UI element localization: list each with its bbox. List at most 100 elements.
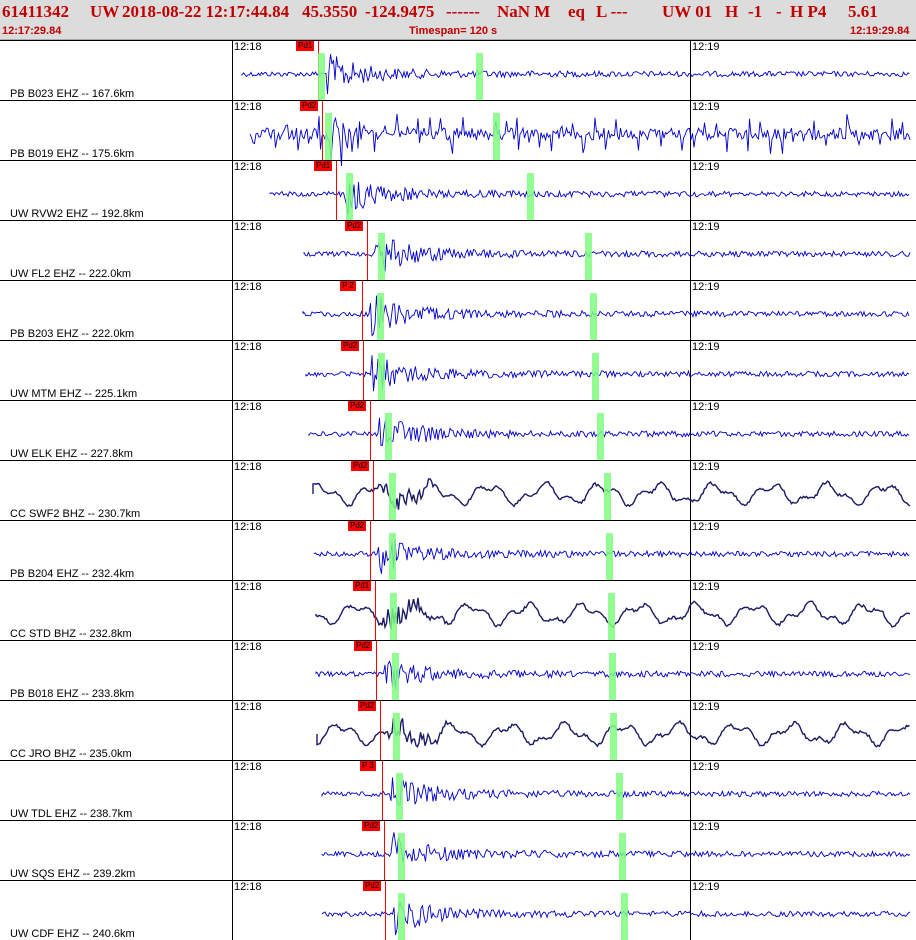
pick-label[interactable]: Pd1 [314,161,333,171]
trace-panel[interactable]: 12:18 12:19 Pd2 PB B019 EHZ -- 175.6km [0,100,916,167]
time-tick-line [690,41,691,100]
trace-panel[interactable]: 12:18 12:19 Pd2 UW MTM EHZ -- 225.1km [0,340,916,400]
waveform-path [249,114,911,167]
pick-marker-line[interactable] [382,761,383,820]
time-tick-label: 12:19 [692,461,720,473]
time-tick-line [690,281,691,340]
station-label: PB B203 EHZ -- 222.0km [10,328,135,340]
pick-marker-line[interactable] [376,641,377,700]
seismogram-waveform [269,181,910,216]
pick-marker-line[interactable] [370,401,371,460]
station-label: UW FL2 EHZ -- 222.0km [10,268,132,280]
station-label: CC JRO BHZ -- 235.0km [10,748,132,760]
station-label: UW MTM EHZ -- 225.1km [10,388,138,400]
event-header: 61411342 UW 2018-08-22 12:17:44.84 45.35… [0,0,916,40]
seismogram-waveform [249,114,911,167]
pick-label[interactable]: Pd2 [351,461,370,471]
trace-panel[interactable]: 12:18 12:19 Pd2 PB B018 EHZ -- 233.8km [0,640,916,700]
pick-marker-line[interactable] [362,281,363,340]
seismogram-waveform [313,539,910,574]
event-dash2: - [776,2,782,21]
station-label: PB B204 EHZ -- 232.4km [10,568,135,580]
pick-label[interactable]: Pd1 [296,41,315,51]
waveform-path [321,777,911,806]
time-tick-line [690,881,691,940]
pick-label[interactable]: Pd2 [362,821,381,831]
pick-marker-line[interactable] [384,821,385,880]
time-tick-line [690,821,691,880]
trace-panel[interactable]: 12:18 12:19 Pd1 PB B023 EHZ -- 167.6km [0,40,916,100]
trace-panel[interactable]: 12:18 12:19 Pd1 CC STD BHZ -- 232.8km [0,580,916,640]
pick-label[interactable]: Pd2 [341,341,360,351]
pick-marker-line[interactable] [318,41,319,100]
pick-marker-line[interactable] [373,461,374,520]
pick-label[interactable]: Pd2 [358,701,377,711]
pick-label[interactable]: P 2 [340,281,356,291]
time-tick-line [232,701,233,760]
pick-marker-line[interactable] [375,581,376,640]
time-tick-label: 12:18 [234,581,262,593]
time-tick-line [232,761,233,820]
time-tick-label: 12:18 [234,41,262,53]
waveform-path [269,181,910,216]
trace-panel[interactable]: 12:18 12:19 Pd2 UW CDF EHZ -- 240.6km [0,880,916,940]
seismogram-waveform [241,54,910,95]
waveform-path [316,717,910,749]
time-tick-line [232,641,233,700]
station-label: CC SWF2 BHZ -- 230.7km [10,508,141,520]
time-tick-label: 12:18 [234,161,262,173]
trace-panel[interactable]: 12:18 12:19 Pd2 UW FL2 EHZ -- 222.0km [0,220,916,280]
time-tick-label: 12:18 [234,701,262,713]
station-label: UW TDL EHZ -- 238.7km [10,808,133,820]
pick-label[interactable]: P 3 [360,761,376,771]
trace-panel[interactable]: 12:18 12:19 P 3 UW TDL EHZ -- 238.7km [0,760,916,820]
time-tick-line [690,641,691,700]
time-tick-line [690,101,691,160]
time-tick-label: 12:19 [692,521,720,533]
waveform-path [321,832,911,863]
trace-panel[interactable]: 12:18 12:19 P 2 PB B203 EHZ -- 222.0km [0,280,916,340]
pick-label[interactable]: Pd2 [345,221,364,231]
event-n1: -1 [748,2,763,21]
pick-label[interactable]: Pd1 [353,581,372,591]
event-gtype: L --- [596,2,628,21]
pick-marker-line[interactable] [322,101,323,160]
trace-panel[interactable]: 12:18 12:19 Pd2 PB B204 EHZ -- 232.4km [0,520,916,580]
time-tick-label: 12:18 [234,401,262,413]
seismogram-waveform [316,717,910,749]
time-tick-line [690,341,691,400]
event-id: 61411342 [2,2,70,21]
time-tick-label: 12:19 [692,881,720,893]
event-source: UW 01 [662,2,713,21]
time-tick-line [232,221,233,280]
pick-label[interactable]: Pd2 [348,401,367,411]
pick-marker-line[interactable] [385,881,386,940]
pick-marker-line[interactable] [336,161,337,220]
pick-marker-line[interactable] [370,521,371,580]
pick-label[interactable]: Pd2 [354,641,373,651]
station-label: PB B023 EHZ -- 167.6km [10,88,135,100]
trace-panel[interactable]: 12:18 12:19 Pd2 UW ELK EHZ -- 227.8km [0,400,916,460]
time-tick-label: 12:19 [692,161,720,173]
trace-panel[interactable]: 12:18 12:19 Pd2 CC JRO BHZ -- 235.0km [0,700,916,760]
station-label: UW ELK EHZ -- 227.8km [10,448,133,460]
time-tick-label: 12:18 [234,461,262,473]
pick-marker-line[interactable] [367,221,368,280]
time-tick-label: 12:18 [234,821,262,833]
time-tick-line [232,41,233,100]
time-tick-line [232,881,233,940]
pick-label[interactable]: Pd2 [300,101,319,111]
pick-marker-line[interactable] [380,701,381,760]
pick-marker-line[interactable] [363,341,364,400]
station-label: UW CDF EHZ -- 240.6km [10,928,135,940]
event-hp: H P4 [790,2,827,21]
trace-list: 12:18 12:19 Pd1 PB B023 EHZ -- 167.6km 12:18… [0,40,916,940]
time-tick-label: 12:19 [692,41,720,53]
trace-panel[interactable]: 12:18 12:19 Pd2 CC SWF2 BHZ -- 230.7km [0,460,916,520]
trace-panel[interactable]: 12:18 12:19 Pd2 UW SQS EHZ -- 239.2km [0,820,916,880]
time-tick-label: 12:18 [234,341,262,353]
time-tick-line [690,161,691,220]
pick-label[interactable]: Pd2 [363,881,382,891]
trace-panel[interactable]: 12:18 12:19 Pd1 UW RVW2 EHZ -- 192.8km [0,160,916,220]
pick-label[interactable]: Pd2 [348,521,367,531]
